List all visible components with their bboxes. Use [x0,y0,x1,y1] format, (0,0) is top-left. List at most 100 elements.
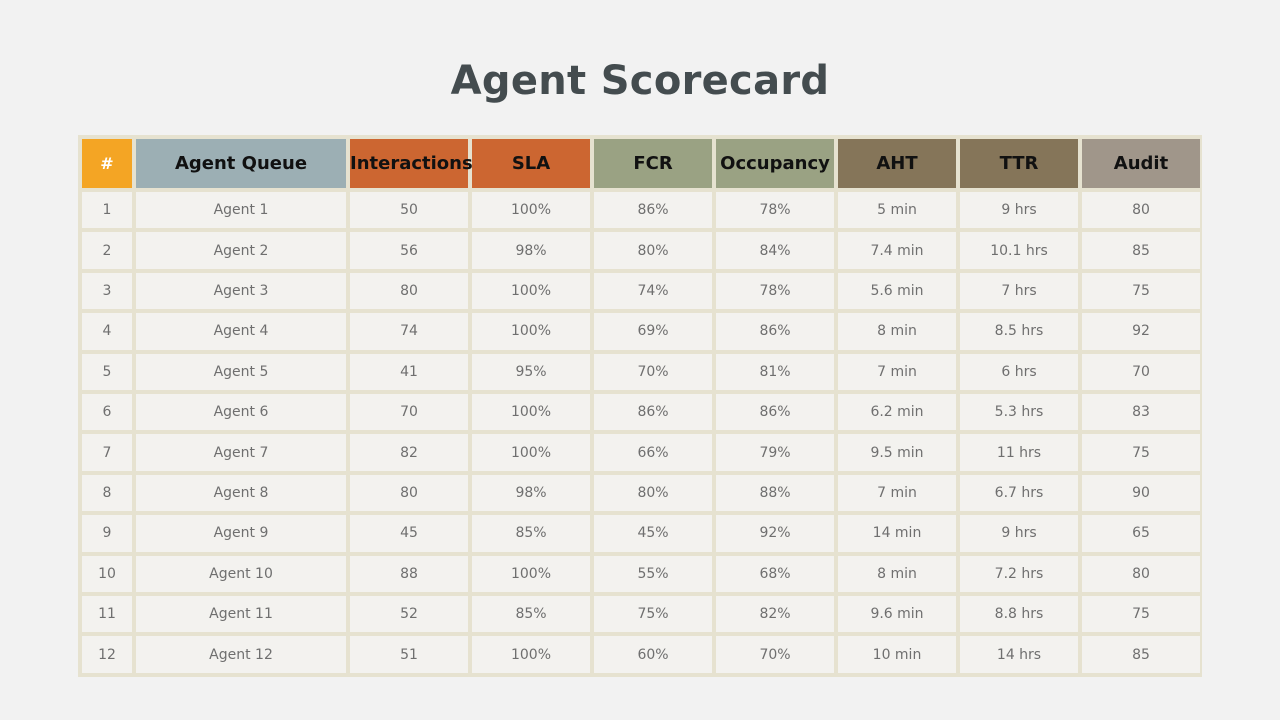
fcr-value: 45% [594,515,712,552]
ttr-value: 7.2 hrs [960,555,1078,593]
header-audit: Audit [1082,139,1200,188]
occupancy-value: 81% [716,353,834,391]
header-aht: AHT [838,139,956,188]
sla-value: 95% [472,353,590,391]
sla-value: 100% [472,636,590,673]
occupancy-value: 79% [716,434,834,471]
ttr-value: 10.1 hrs [960,232,1078,269]
agent-name: Agent 3 [136,272,346,310]
aht-value: 8 min [838,555,956,593]
sla-value: 98% [472,232,590,269]
agent-name: Agent 7 [136,434,346,471]
audit-value: 70 [1082,353,1200,391]
agent-name: Agent 9 [136,515,346,552]
table-row: 9 Agent 9 45 85% 45% 92% 14 min 9 hrs 65 [82,515,1200,552]
audit-value: 65 [1082,515,1200,552]
interactions-value: 80 [350,474,468,512]
table-row: 1 Agent 1 50 100% 86% 78% 5 min 9 hrs 80 [82,192,1200,229]
row-number: 7 [82,434,132,471]
interactions-value: 70 [350,394,468,431]
interactions-value: 52 [350,596,468,633]
fcr-value: 74% [594,272,712,310]
row-number: 4 [82,313,132,350]
interactions-value: 51 [350,636,468,673]
fcr-value: 86% [594,192,712,229]
fcr-value: 80% [594,474,712,512]
header-sla: SLA [472,139,590,188]
audit-value: 92 [1082,313,1200,350]
agent-name: Agent 8 [136,474,346,512]
ttr-value: 8.8 hrs [960,596,1078,633]
occupancy-value: 92% [716,515,834,552]
header-number: # [82,139,132,188]
page-title: Agent Scorecard [450,58,830,104]
table-row: 4 Agent 4 74 100% 69% 86% 8 min 8.5 hrs 92 [82,313,1200,350]
aht-value: 7 min [838,474,956,512]
row-number: 3 [82,272,132,310]
ttr-value: 6 hrs [960,353,1078,391]
aht-value: 10 min [838,636,956,673]
sla-value: 100% [472,272,590,310]
ttr-value: 7 hrs [960,272,1078,310]
table-row: 8 Agent 8 80 98% 80% 88% 7 min 6.7 hrs 90 [82,474,1200,512]
agent-name: Agent 4 [136,313,346,350]
occupancy-value: 86% [716,313,834,350]
occupancy-value: 86% [716,394,834,431]
header-agent-queue: Agent Queue [136,139,346,188]
audit-value: 75 [1082,272,1200,310]
row-number: 6 [82,394,132,431]
table-body: 1 Agent 1 50 100% 86% 78% 5 min 9 hrs 80 2 Agent 2… [82,192,1200,673]
audit-value: 75 [1082,434,1200,471]
audit-value: 80 [1082,192,1200,229]
interactions-value: 41 [350,353,468,391]
sla-value: 100% [472,434,590,471]
row-number: 5 [82,353,132,391]
sla-value: 100% [472,394,590,431]
row-number: 12 [82,636,132,673]
occupancy-value: 78% [716,272,834,310]
interactions-value: 56 [350,232,468,269]
audit-value: 80 [1082,555,1200,593]
audit-value: 85 [1082,636,1200,673]
row-number: 11 [82,596,132,633]
ttr-value: 9 hrs [960,192,1078,229]
ttr-value: 8.5 hrs [960,313,1078,350]
aht-value: 7 min [838,353,956,391]
sla-value: 85% [472,596,590,633]
row-number: 10 [82,555,132,593]
occupancy-value: 82% [716,596,834,633]
fcr-value: 86% [594,394,712,431]
table-row: 2 Agent 2 56 98% 80% 84% 7.4 min 10.1 hrs 85 [82,232,1200,269]
aht-value: 7.4 min [838,232,956,269]
interactions-value: 50 [350,192,468,229]
table-header-row: # Agent Queue Interactions SLA FCR Occupancy A… [82,139,1200,188]
audit-value: 90 [1082,474,1200,512]
ttr-value: 14 hrs [960,636,1078,673]
occupancy-value: 88% [716,474,834,512]
audit-value: 85 [1082,232,1200,269]
occupancy-value: 84% [716,232,834,269]
ttr-value: 11 hrs [960,434,1078,471]
table-row: 12 Agent 12 51 100% 60% 70% 10 min 14 hrs 85 [82,636,1200,673]
table-row: 10 Agent 10 88 100% 55% 68% 8 min 7.2 hrs 80 [82,555,1200,593]
header-ttr: TTR [960,139,1078,188]
occupancy-value: 78% [716,192,834,229]
sla-value: 98% [472,474,590,512]
aht-value: 5.6 min [838,272,956,310]
row-number: 9 [82,515,132,552]
table-row: 3 Agent 3 80 100% 74% 78% 5.6 min 7 hrs 75 [82,272,1200,310]
row-number: 2 [82,232,132,269]
fcr-value: 70% [594,353,712,391]
agent-name: Agent 11 [136,596,346,633]
sla-value: 100% [472,313,590,350]
header-occupancy: Occupancy [716,139,834,188]
agent-name: Agent 12 [136,636,346,673]
aht-value: 5 min [838,192,956,229]
interactions-value: 88 [350,555,468,593]
agent-name: Agent 10 [136,555,346,593]
aht-value: 14 min [838,515,956,552]
row-number: 8 [82,474,132,512]
fcr-value: 80% [594,232,712,269]
interactions-value: 45 [350,515,468,552]
header-fcr: FCR [594,139,712,188]
